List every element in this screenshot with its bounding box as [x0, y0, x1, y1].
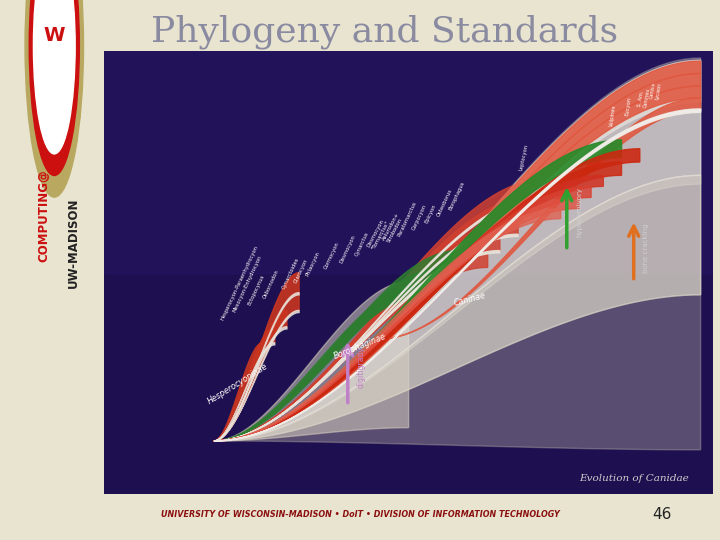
Polygon shape [378, 98, 701, 339]
Polygon shape [214, 60, 701, 441]
Polygon shape [214, 293, 299, 441]
Polygon shape [214, 61, 701, 441]
Polygon shape [104, 51, 713, 273]
Polygon shape [214, 61, 701, 441]
Polygon shape [214, 217, 530, 441]
Text: Phlaocyon: Phlaocyon [305, 251, 321, 277]
Polygon shape [214, 310, 299, 441]
Text: bone cracking: bone cracking [643, 223, 649, 273]
Text: Canis+
Lycaon: Canis+ Lycaon [649, 80, 662, 100]
Polygon shape [214, 73, 701, 441]
Polygon shape [214, 109, 701, 441]
Text: Desmocyon
"Tomarctus": Desmocyon "Tomarctus" [366, 217, 390, 251]
Polygon shape [214, 60, 701, 441]
Polygon shape [214, 208, 561, 441]
Text: UNIVERSITY OF WISCONSIN-MADISON • DoIT • DIVISION OF INFORMATION TECHNOLOGY: UNIVERSITY OF WISCONSIN-MADISON • DoIT •… [161, 510, 559, 519]
Polygon shape [214, 186, 591, 441]
Polygon shape [214, 89, 701, 441]
Polygon shape [214, 284, 420, 441]
Text: COMPUTING@: COMPUTING@ [37, 170, 50, 262]
Polygon shape [214, 310, 287, 441]
Polygon shape [214, 198, 579, 441]
Polygon shape [214, 197, 542, 441]
Text: Evolution of Canidae: Evolution of Canidae [579, 474, 688, 483]
Text: 46: 46 [653, 507, 672, 522]
Polygon shape [214, 58, 701, 450]
Text: Vulpines: Vulpines [609, 104, 618, 126]
Text: Phylogeny and Standards: Phylogeny and Standards [151, 15, 618, 49]
Text: S. Am.
Canines: S. Am. Canines [636, 86, 651, 108]
Text: Ectopocynus: Ectopocynus [248, 274, 266, 306]
Polygon shape [214, 293, 299, 441]
Polygon shape [214, 198, 530, 441]
Text: hypocarnivory: hypocarnivory [576, 187, 582, 237]
Polygon shape [214, 234, 518, 441]
Polygon shape [214, 76, 701, 441]
Text: Hesperocyoninae: Hesperocyoninae [207, 361, 270, 406]
Text: Borophaginae: Borophaginae [333, 332, 387, 361]
Text: Hesperocyon-Paraenhydrocyon: Hesperocyon-Paraenhydrocyon [220, 245, 259, 321]
Text: Desmocyon: Desmocyon [338, 234, 356, 264]
Polygon shape [214, 176, 701, 441]
Polygon shape [214, 176, 701, 441]
Polygon shape [214, 268, 439, 441]
Text: Mesocyon-Enhydrocyon: Mesocyon-Enhydrocyon [232, 254, 263, 313]
Text: Olarocyon: Olarocyon [293, 258, 309, 284]
Polygon shape [214, 86, 701, 441]
Polygon shape [214, 252, 487, 441]
Polygon shape [214, 235, 500, 441]
Polygon shape [214, 110, 701, 441]
Polygon shape [214, 343, 263, 441]
Text: Osbornodon: Osbornodon [263, 268, 281, 299]
Polygon shape [214, 327, 287, 441]
Polygon shape [214, 217, 518, 441]
Polygon shape [214, 281, 409, 441]
Text: Cormocyon: Cormocyon [323, 241, 341, 271]
Polygon shape [214, 273, 299, 441]
Text: Leptocyon: Leptocyon [518, 143, 528, 171]
Text: Aelurodon+
Strobodon: Aelurodon+ Strobodon [381, 211, 405, 244]
Polygon shape [214, 176, 603, 441]
Text: W: W [43, 25, 65, 45]
Circle shape [33, 0, 75, 154]
Text: Borophagus: Borophagus [448, 180, 466, 211]
Text: Cynarctoides: Cynarctoides [281, 257, 300, 291]
Polygon shape [214, 327, 275, 441]
Text: Paratomarctus: Paratomarctus [397, 200, 418, 237]
Text: Epicyon: Epicyon [424, 203, 437, 224]
Text: UW-MADISON: UW-MADISON [66, 198, 80, 288]
Polygon shape [214, 343, 275, 441]
Text: Caninae: Caninae [452, 291, 487, 308]
Polygon shape [214, 251, 457, 441]
Polygon shape [214, 162, 621, 441]
Polygon shape [214, 148, 640, 441]
Text: Osteoborus: Osteoborus [436, 188, 454, 217]
Text: Carpocyon: Carpocyon [412, 203, 428, 231]
Text: Cynarctus: Cynarctus [354, 231, 369, 257]
Polygon shape [214, 251, 500, 441]
Polygon shape [214, 140, 621, 441]
Text: Eucyon: Eucyon [624, 96, 632, 116]
Circle shape [30, 0, 79, 176]
Polygon shape [214, 180, 542, 441]
Circle shape [25, 0, 84, 197]
Text: digitigrady: digitigrady [357, 346, 366, 388]
